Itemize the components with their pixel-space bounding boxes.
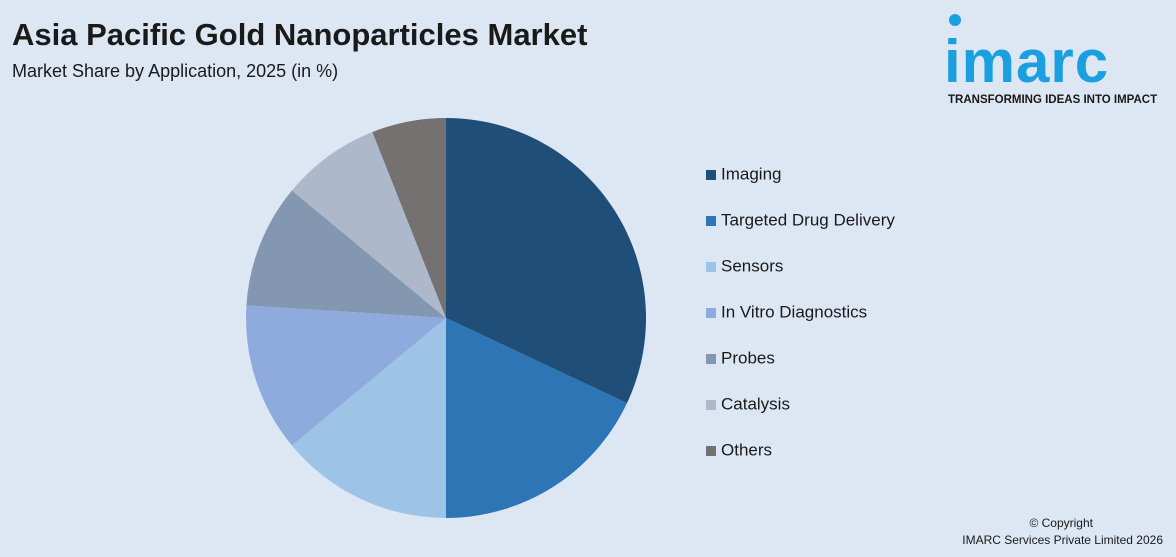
legend-label: Others <box>721 440 772 459</box>
pie-slice <box>446 118 646 404</box>
copyright-owner: IMARC Services Private Limited 2026 <box>962 533 1163 547</box>
legend-swatch <box>706 400 716 410</box>
legend-swatch <box>706 446 716 456</box>
legend-swatch <box>706 170 716 180</box>
chart-title: Asia Pacific Gold Nanoparticles Market <box>12 17 587 52</box>
chart-subtitle: Market Share by Application, 2025 (in %) <box>12 61 338 81</box>
legend-label: Probes <box>721 348 775 367</box>
legend-label: Targeted Drug Delivery <box>721 210 895 229</box>
legend-swatch <box>706 262 716 272</box>
legend-swatch <box>706 308 716 318</box>
pie-slice <box>246 190 446 318</box>
pie-slice <box>245 305 446 446</box>
logo-dot <box>949 14 961 26</box>
legend-swatch <box>706 354 716 364</box>
pie-slice <box>291 132 446 318</box>
pie-slice <box>372 118 446 318</box>
logo: imarc <box>944 28 1109 95</box>
legend-label: Sensors <box>721 256 783 275</box>
logo-tagline: TRANSFORMING IDEAS INTO IMPACT <box>948 94 1157 106</box>
pie-slice <box>446 318 627 518</box>
copyright: © Copyright <box>1029 516 1093 530</box>
legend-swatch <box>706 216 716 226</box>
pie-slice <box>291 318 446 518</box>
legend-label: Imaging <box>721 164 781 183</box>
legend-label: Catalysis <box>721 394 790 413</box>
legend-label: In Vitro Diagnostics <box>721 302 867 321</box>
